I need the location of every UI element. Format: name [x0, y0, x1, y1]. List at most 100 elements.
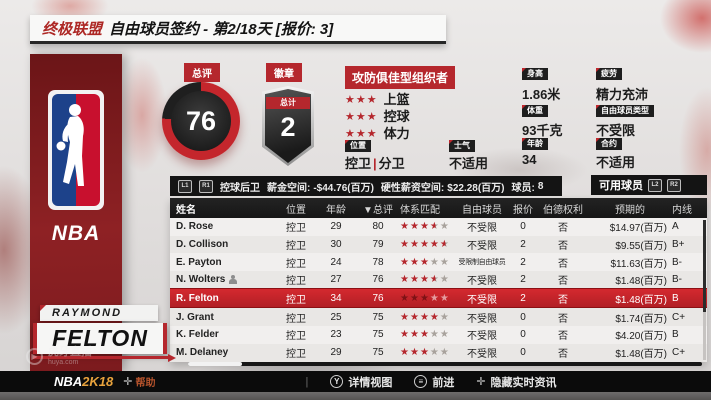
player-first-name-plate: RAYMOND: [40, 305, 158, 321]
skill-label: 上篮: [383, 91, 410, 107]
star-icon: ★: [419, 347, 430, 359]
player-bird-rights: 否: [558, 294, 568, 306]
footer-bar: NBA 2K18 ✛ 帮助 | Y 详情视图 ≡ 前进 ✛ 隐藏实时资讯: [0, 371, 711, 392]
column-header-inside: 内线: [672, 204, 692, 216]
age-field-label: 年龄: [522, 138, 548, 150]
table-row[interactable]: K. Felder 控卫 23 75 ★★★★★ 不受限 0 否 $4.20(百…: [170, 326, 707, 344]
column-header-overall-sorted[interactable]: ▼总评: [363, 204, 393, 216]
hide-news-button[interactable]: ✛ 隐藏实时资讯: [476, 374, 556, 390]
table-row[interactable]: N. Wolters 控卫 27 76 ★★★★★ 不受限 2 否 $1.48(…: [170, 271, 707, 289]
star-icon: ★: [429, 274, 440, 286]
star-icon: ★: [345, 110, 356, 123]
skill-label: 控球: [383, 108, 410, 124]
star-icon: ★: [400, 347, 410, 359]
table-row[interactable]: J. Grant 控卫 25 75 ★★★★★ 不受限 0 否 $1.74(百万…: [170, 308, 707, 327]
table-row[interactable]: R. Felton 控卫 34 76 ★★★★★ 不受限 2 否 $1.48(百…: [170, 287, 707, 309]
player-name-cell: D. Rose: [176, 221, 276, 232]
column-header-offers: 报价: [513, 204, 533, 216]
y-button-icon: Y: [330, 375, 344, 388]
skill-stars: ★★★: [345, 125, 378, 140]
players-count-label: 球员:: [511, 182, 535, 194]
watermark-line2: huya.com: [48, 359, 79, 366]
player-position: 控卫: [286, 313, 306, 325]
player-name-cell: K. Felder: [176, 329, 276, 340]
player-bird-rights: 否: [558, 331, 568, 343]
player-position: 控卫: [286, 223, 306, 235]
column-header-fa-type: 自由球员: [462, 204, 502, 216]
star-icon: ★: [355, 110, 367, 123]
player-name: D. Rose: [176, 221, 214, 233]
star-icon: ★: [429, 256, 440, 268]
player-name-cell: E. Payton: [176, 257, 276, 268]
player-name: D. Collison: [176, 239, 229, 251]
trigger-right-icon[interactable]: R2: [667, 178, 681, 192]
star-icon: ★: [409, 292, 420, 304]
help-button[interactable]: ✛ 帮助: [123, 374, 155, 389]
horizontal-scrollbar-thumb[interactable]: [188, 362, 242, 366]
bumper-right-icon[interactable]: R1: [199, 179, 213, 193]
player-overall: 80: [372, 221, 384, 233]
star-icon: ★: [439, 256, 450, 268]
bumper-left-icon[interactable]: L1: [178, 179, 192, 193]
star-icon: ★: [429, 329, 440, 341]
skill-row: ★★★ 控球: [345, 107, 410, 124]
table-row[interactable]: E. Payton 控卫 24 78 ★★★★★ 受限制自由球员 2 否 $11…: [170, 253, 707, 272]
player-overall: 78: [372, 256, 384, 268]
star-icon: ★: [439, 329, 450, 341]
trigger-left-icon[interactable]: L2: [648, 178, 662, 192]
weight-field-value: 93千克: [522, 123, 563, 138]
player-age: 29: [330, 347, 342, 359]
free-agents-table: 姓名 位置 年龄 ▼总评 体系匹配 自由球员 报价 伯德权利 预期的 内线 D.…: [170, 198, 707, 362]
star-icon: ★: [355, 93, 367, 106]
nba2k18-logo: NBA 2K18: [54, 374, 113, 389]
player-overall: 75: [372, 347, 384, 359]
team-banner: NBA: [30, 54, 122, 372]
player-fa-type: 不受限: [467, 241, 497, 253]
table-row[interactable]: D. Collison 控卫 30 79 ★★★★★ 不受限 2 否 $9.55…: [170, 235, 707, 254]
star-icon: ★: [419, 256, 430, 268]
player-name: E. Payton: [176, 256, 222, 268]
table-row[interactable]: D. Rose 控卫 29 80 ★★★★★ 不受限 0 否 $14.97(百万…: [170, 218, 707, 236]
advance-label: 前进: [432, 376, 455, 389]
player-offers: 2: [520, 239, 526, 251]
advance-button[interactable]: ≡ 前进: [414, 374, 454, 390]
player-overall: 75: [372, 329, 384, 341]
player-position: 控卫: [286, 294, 306, 306]
footer-separator: |: [305, 375, 309, 388]
system-fit-stars: ★★★★★: [400, 329, 456, 340]
star-icon: ★: [429, 221, 440, 233]
cap-space-value: -$44.76(百万): [313, 182, 374, 194]
details-view-label: 详情视图: [348, 376, 393, 389]
player-name: M. Delaney: [176, 347, 229, 359]
player-name-cell: D. Collison: [176, 239, 276, 250]
vertical-scrollbar-thumb[interactable]: [703, 220, 706, 312]
player-fa-type: 不受限: [467, 349, 497, 361]
player-bird-rights: 否: [558, 258, 568, 270]
player-overall: 75: [372, 311, 384, 323]
hard-cap-label: 硬性薪资空间:: [380, 182, 445, 194]
system-fit-stars: ★★★★★: [400, 347, 456, 358]
dpad-icon: ✛: [476, 376, 486, 388]
details-view-button[interactable]: Y 详情视图: [330, 374, 392, 390]
star-icon: ★: [409, 347, 420, 359]
player-offers: 0: [520, 329, 526, 341]
dpad-icon: ✛: [123, 376, 133, 388]
table-row[interactable]: M. Delaney 控卫 29 75 ★★★★★ 不受限 0 否 $1.48(…: [170, 343, 707, 362]
player-note-icon: [229, 275, 238, 285]
star-icon: ★: [439, 311, 450, 323]
system-fit-stars: ★★★★★: [400, 274, 456, 285]
vertical-scrollbar[interactable]: [703, 220, 706, 360]
age-field-value: 34: [522, 152, 537, 167]
logo-2k18-text: 2K18: [82, 374, 114, 389]
skill-row: ★★★ 体力: [345, 124, 410, 141]
system-fit-stars: ★★★★★: [400, 293, 456, 304]
position-divider: |: [373, 156, 377, 171]
player-age: 23: [330, 329, 342, 341]
overall-rating-value: 76: [171, 91, 231, 151]
player-bird-rights: 否: [558, 223, 568, 235]
horizontal-scrollbar[interactable]: [188, 362, 702, 366]
star-icon: ★: [409, 256, 420, 268]
player-overall: 79: [372, 239, 384, 251]
watermark-play-icon: ▶: [26, 348, 43, 365]
skill-label: 体力: [383, 125, 410, 141]
